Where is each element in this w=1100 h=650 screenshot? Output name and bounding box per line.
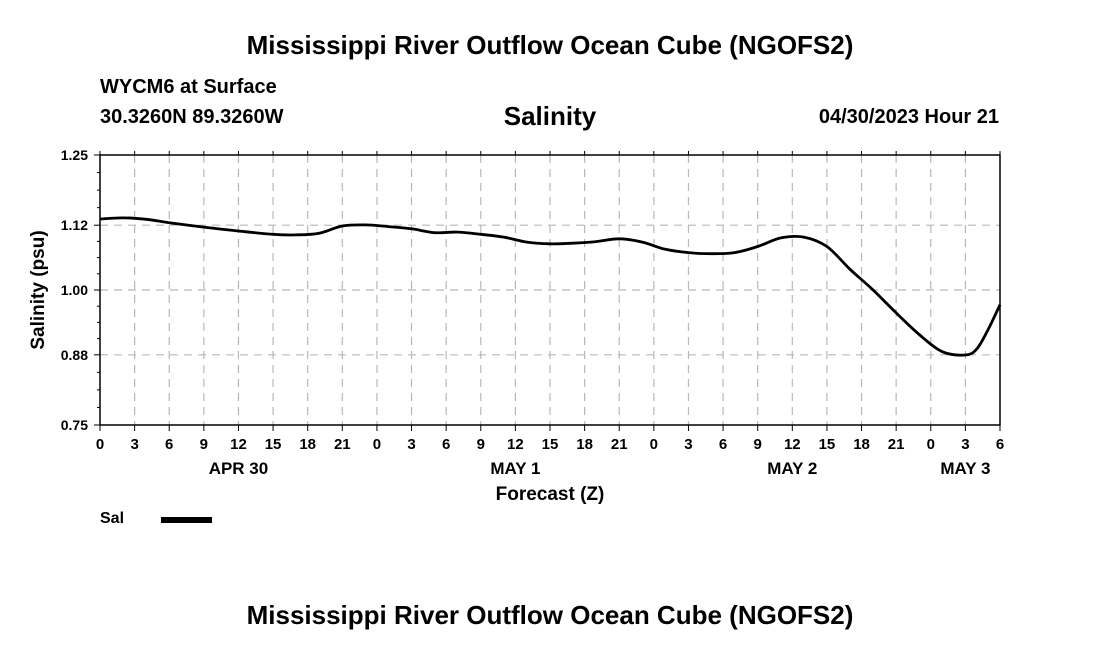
forecast-datetime: 04/30/2023 Hour 21 xyxy=(818,106,999,128)
x-tick-label: 3 xyxy=(961,436,969,453)
series-line-sal xyxy=(99,216,1002,357)
x-tick-label: 15 xyxy=(819,436,836,453)
x-axis-title: Forecast (Z) xyxy=(496,484,605,505)
axis-ticks xyxy=(94,151,1001,431)
y-tick-label: 0.88 xyxy=(61,347,88,363)
x-tick-label: 12 xyxy=(784,436,801,453)
x-tick-label: 9 xyxy=(200,436,208,453)
station-label: WYCM6 at Surface xyxy=(100,76,277,98)
axis-labels: 0 3 6 9 12 15 18 21 0 3 6 9 12 15 18 21 0 3 6 9 12 15 18 21 0 3 6 0… xyxy=(61,147,1004,478)
y-tick-label: 1.25 xyxy=(61,147,88,163)
x-tick-label: 21 xyxy=(334,436,351,453)
station-coordinates: 30.3260N 89.3260W xyxy=(100,106,284,128)
y-tick-label: 0.75 xyxy=(61,417,88,433)
variable-title: Salinity xyxy=(503,101,597,131)
x-tick-label: 6 xyxy=(719,436,727,453)
x-tick-label: 0 xyxy=(927,436,935,453)
x-tick-label: 3 xyxy=(684,436,692,453)
plot-frame xyxy=(99,154,1001,426)
x-tick-label: 9 xyxy=(477,436,485,453)
x-tick-label: 12 xyxy=(230,436,247,453)
x-tick-label: 0 xyxy=(650,436,658,453)
x-tick-label: 18 xyxy=(853,436,870,453)
y-tick-label: 1.12 xyxy=(61,217,88,233)
x-tick-label: 6 xyxy=(165,436,173,453)
legend-swatch xyxy=(161,517,212,523)
x-tick-label: 21 xyxy=(888,436,905,453)
x-tick-label: 9 xyxy=(754,436,762,453)
chart-main-title: Mississippi River Outflow Ocean Cube (NG… xyxy=(246,30,854,60)
x-tick-label: 0 xyxy=(96,436,104,453)
x-tick-label: 6 xyxy=(442,436,450,453)
x-tick-label: 15 xyxy=(542,436,559,453)
grid xyxy=(100,154,1000,425)
chart-footer-title: Mississippi River Outflow Ocean Cube (NG… xyxy=(246,600,854,630)
x-tick-label: 3 xyxy=(407,436,415,453)
y-axis-title: Salinity (psu) xyxy=(28,230,49,349)
x-tick-label: 3 xyxy=(130,436,138,453)
day-label: MAY 1 xyxy=(490,459,540,478)
x-tick-label: 18 xyxy=(576,436,593,453)
x-tick-label: 6 xyxy=(996,436,1004,453)
x-tick-label: 12 xyxy=(507,436,524,453)
x-tick-label: 15 xyxy=(265,436,282,453)
series-layer xyxy=(99,216,1002,357)
x-tick-label: 21 xyxy=(611,436,628,453)
day-label: APR 30 xyxy=(209,459,269,478)
day-label: MAY 2 xyxy=(767,459,817,478)
legend-label: Sal xyxy=(100,510,125,527)
x-tick-label: 18 xyxy=(299,436,316,453)
x-tick-label: 0 xyxy=(373,436,381,453)
y-tick-label: 1.00 xyxy=(61,282,88,298)
day-label: MAY 3 xyxy=(940,459,990,478)
salinity-chart: 0 3 6 9 12 15 18 21 0 3 6 9 12 15 18 21 0 3 6 9 12 15 18 21 0 3 6 0… xyxy=(28,147,1004,505)
